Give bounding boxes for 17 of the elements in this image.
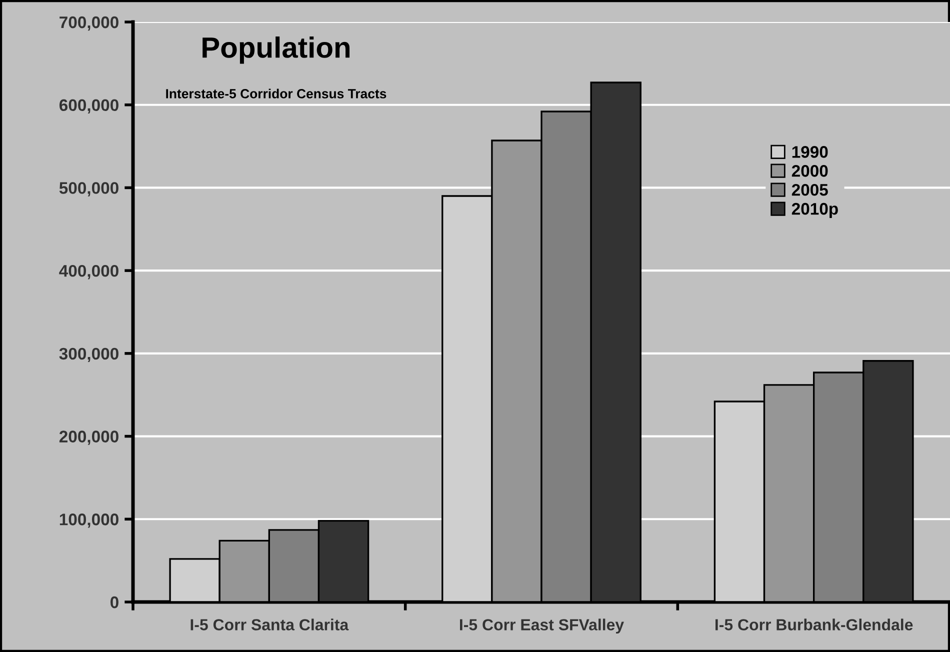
y-tick-label: 100,000 <box>60 514 118 528</box>
legend-label: 2010p <box>792 202 838 218</box>
chart-title: Population <box>202 36 350 64</box>
x-tick-label: I-5 Corr Santa Clarita <box>190 618 349 630</box>
y-tick-label: 0 <box>110 596 118 608</box>
text: Interstate-5 Corridor Census Tracts <box>166 88 386 98</box>
legend-label: 2005 <box>792 184 828 196</box>
y-tick-label: 200,000 <box>59 430 118 445</box>
y-tick-label: 300,000 <box>59 348 118 362</box>
y-tick-label: 400,000 <box>59 264 118 280</box>
x-tick-label: I-5 Corr Burbank-Glendale <box>716 618 913 630</box>
y-tick-label: 700,000 <box>60 16 118 31</box>
legend-label: 2000 <box>792 165 828 177</box>
x-tick-label: I-5 Corr East SFValley <box>460 618 624 634</box>
y-tick-label: 500,000 <box>59 182 118 196</box>
legend-label: 1990 <box>792 146 828 158</box>
y-tick-label: 600,000 <box>59 99 118 114</box>
